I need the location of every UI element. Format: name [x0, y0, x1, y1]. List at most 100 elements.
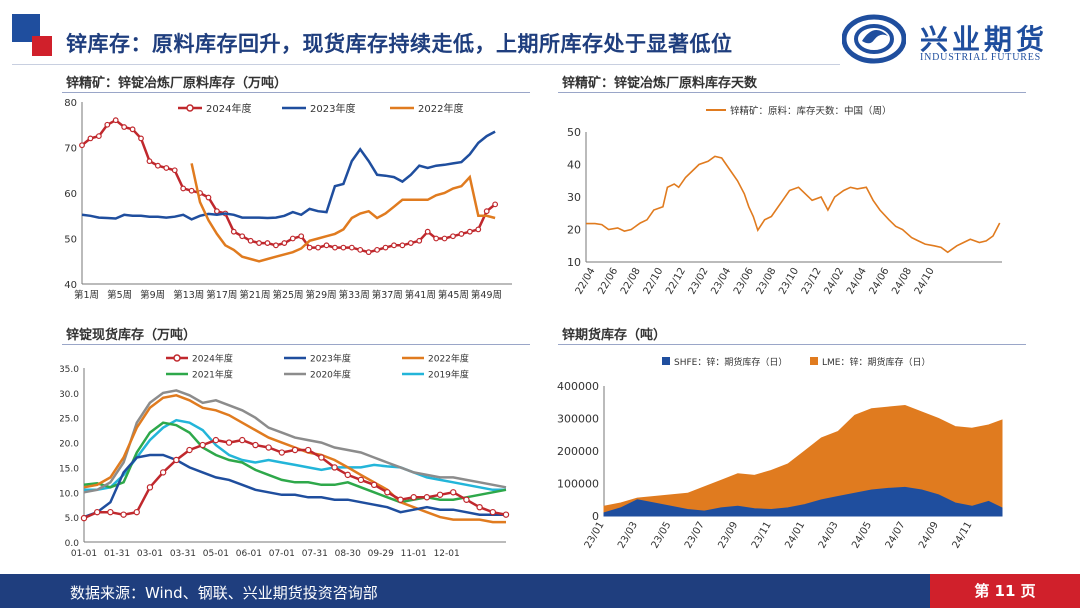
data-point — [239, 233, 246, 240]
brand-name-en: INDUSTRIAL FUTURES — [920, 52, 1041, 63]
data-point — [80, 514, 88, 522]
brand-name-cn: 兴业期货 — [920, 23, 1049, 56]
x-tick-label: 05-01 — [203, 549, 229, 559]
series-line — [190, 163, 496, 263]
x-tick-label: 23/10 — [777, 266, 801, 296]
panel-divider — [558, 92, 1026, 93]
legend-label: 2021年度 — [192, 369, 233, 381]
data-point — [331, 464, 338, 471]
data-point — [188, 187, 195, 194]
legend-label: 2024年度 — [192, 353, 233, 365]
x-tick-label: 24/03 — [817, 520, 841, 550]
data-point — [475, 226, 482, 233]
panel-divider — [62, 92, 530, 93]
data-point — [441, 235, 448, 242]
x-tick-label: 23/01 — [583, 520, 607, 550]
legend-label: 2023年度 — [310, 353, 351, 365]
y-tick-label: 30 — [567, 191, 581, 204]
slide-footer: 数据来源：Wind、钢联、兴业期货投资咨询部 第 11 页 — [0, 574, 1080, 608]
x-tick-label: 第21周 — [239, 289, 270, 301]
x-tick-label: 第9周 — [140, 289, 165, 301]
series-line — [83, 421, 507, 504]
legend-swatch — [662, 357, 670, 365]
y-tick-label: 5.0 — [65, 514, 80, 524]
series-line — [84, 418, 506, 492]
series-line — [83, 453, 506, 519]
x-tick-label: 22/04 — [574, 266, 598, 296]
data-point — [365, 249, 372, 256]
data-point — [348, 244, 355, 251]
series-line — [81, 118, 496, 254]
data-point — [458, 231, 465, 237]
x-tick-label: 第25周 — [272, 289, 303, 301]
x-tick-label: 23/05 — [650, 520, 674, 550]
y-tick-label: 200000 — [557, 445, 599, 458]
series-line — [586, 155, 1001, 254]
x-tick-label: 24/11 — [951, 520, 975, 550]
x-tick-label: 01-31 — [104, 549, 130, 559]
data-point — [87, 135, 94, 142]
data-point — [416, 237, 423, 244]
data-point — [173, 456, 180, 464]
x-tick-label: 24/08 — [890, 266, 914, 296]
header-divider — [12, 64, 840, 65]
x-tick-label: 第29周 — [306, 289, 337, 301]
legend-label: 2024年度 — [206, 102, 251, 115]
x-tick-label: 24/05 — [850, 520, 874, 550]
data-point — [374, 246, 380, 253]
data-point — [306, 244, 313, 251]
data-point — [357, 476, 365, 484]
x-tick-label: 07-01 — [269, 549, 295, 559]
data-point — [205, 194, 212, 201]
data-point — [492, 201, 499, 208]
y-tick-label: 30.0 — [60, 390, 79, 400]
data-point — [133, 508, 140, 516]
y-tick-label: 35.0 — [60, 365, 79, 375]
chart-zinc-futures-inventory: 0 100000 200000 300000 400000 23/01 23/03 23/05… — [557, 356, 1003, 550]
brand-emblem-icon — [842, 14, 906, 64]
data-point — [424, 228, 431, 235]
legend-marker — [186, 104, 194, 112]
y-tick-label: 50 — [64, 235, 77, 246]
y-tick-label: 300000 — [557, 413, 599, 426]
y-tick-label: 0 — [592, 510, 599, 523]
x-tick-label: 09-29 — [368, 549, 394, 559]
x-tick-label: 03-01 — [137, 549, 163, 559]
data-point — [391, 242, 397, 249]
panel-title-zinc-futures-inventory: 锌期货库存（吨） — [562, 328, 667, 343]
legend-label: 2023年度 — [310, 102, 355, 115]
data-point — [502, 511, 510, 518]
data-point — [315, 244, 321, 251]
emblem-swirl — [862, 30, 888, 44]
x-tick-label: 23/06 — [732, 266, 756, 296]
y-tick-label: 15.0 — [60, 464, 79, 474]
y-tick-label: 10 — [567, 256, 581, 269]
data-point — [247, 237, 254, 244]
x-tick-label: 第37周 — [372, 289, 403, 301]
x-tick-label: 第33周 — [339, 289, 370, 301]
x-tick-label: 12-01 — [434, 549, 460, 559]
x-tick-label: 23/03 — [616, 520, 640, 550]
chart-zinc-ore-inventory: 4050607080第1周 第5周 第9周 第13周 第17周 第21周 第25周 第29周第… — [64, 98, 512, 301]
data-point — [318, 454, 325, 461]
panel-divider — [62, 344, 530, 345]
y-tick-label: 100000 — [557, 478, 599, 491]
data-point — [332, 244, 338, 251]
emblem-outer-ring — [842, 14, 906, 64]
legend-label: 2022年度 — [418, 102, 463, 115]
data-point — [433, 235, 440, 242]
data-point — [104, 121, 111, 128]
data-point — [171, 167, 178, 174]
x-tick-label: 07-31 — [302, 549, 328, 559]
x-tick-label: 24/07 — [884, 520, 908, 550]
x-tick-label: 23/02 — [687, 266, 711, 296]
y-tick-label: 70 — [64, 144, 77, 155]
x-tick-label: 第45周 — [438, 289, 469, 301]
y-tick-label: 10.0 — [60, 489, 79, 499]
legend-label: 2022年度 — [428, 353, 469, 365]
data-point — [252, 441, 259, 449]
x-tick-label: 23/11 — [750, 520, 774, 550]
legend-label: 2019年度 — [428, 369, 469, 381]
x-tick-label: 22/12 — [664, 266, 688, 296]
x-tick-label: 第5周 — [107, 289, 132, 301]
